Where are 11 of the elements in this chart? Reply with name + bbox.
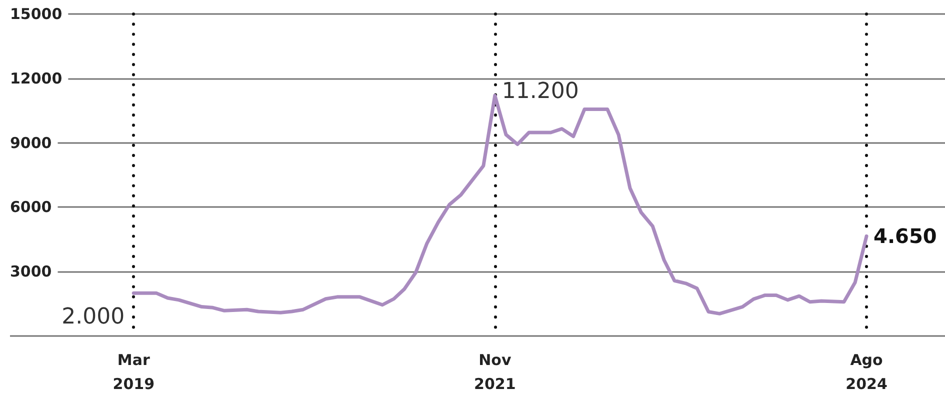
y-tick-label: 6000 bbox=[10, 198, 52, 216]
annotation: 4.650 bbox=[874, 224, 937, 248]
x-tick-label: Nov 2021 bbox=[474, 351, 516, 393]
y-tick-label: 15000 bbox=[10, 5, 62, 23]
y-tick-label: 9000 bbox=[10, 134, 52, 152]
y-tick-label: 12000 bbox=[10, 69, 62, 88]
x-tick-label: Mar 2019 bbox=[112, 351, 155, 393]
y-tick-label: 3000 bbox=[10, 262, 52, 281]
x-tick-label: Ago 2024 bbox=[846, 351, 888, 393]
annotation: 2.000 bbox=[62, 304, 125, 330]
annotation: 11.200 bbox=[502, 79, 579, 104]
